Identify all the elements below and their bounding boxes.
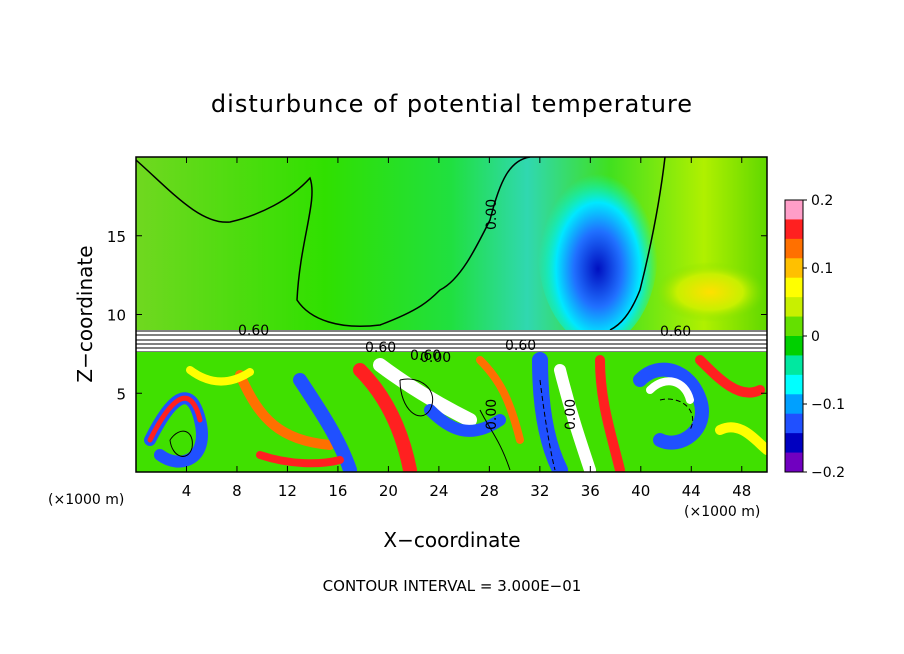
colorbar-swatch	[785, 277, 803, 298]
colorbar-swatch	[785, 336, 803, 356]
x-axis-label: X−coordinate	[383, 528, 520, 552]
x-tick-label: 8	[232, 482, 242, 500]
x-tick-label: 16	[328, 482, 347, 500]
x-tick-label: 40	[631, 482, 650, 500]
x-tick-label: 4	[182, 482, 192, 500]
contour-label: 0.00	[484, 399, 500, 430]
y-axis: 5 10 15	[107, 228, 767, 403]
contour-label: 0.60	[505, 338, 536, 354]
plot-area	[136, 157, 767, 472]
x-tick-label: 20	[379, 482, 398, 500]
colorbar-swatch	[785, 297, 803, 318]
colorbar-tick-label: −0.1	[811, 397, 845, 413]
contour-label: 0.60	[365, 340, 396, 356]
colorbar-swatch	[785, 433, 803, 454]
colorbar-swatch	[785, 219, 803, 240]
colorbar-tick-label: 0.2	[811, 193, 833, 209]
colorbar-swatch	[785, 238, 803, 259]
colorbar-swatch	[785, 413, 803, 434]
y-tick-label: 5	[116, 385, 126, 403]
colorbar-swatch	[785, 316, 803, 337]
contour-interval-note: CONTOUR INTERVAL = 3.000E−01	[323, 577, 582, 595]
cold-core	[538, 157, 658, 345]
contour-lower	[169, 378, 694, 471]
contour-label: 0.60	[238, 323, 269, 339]
colorbar-swatch	[785, 200, 803, 220]
colorbar-swatch	[785, 394, 803, 415]
chart-title: disturbunce of potential temperature	[211, 90, 693, 118]
y-tick-label: 10	[107, 307, 126, 325]
x-tick-label: 44	[682, 482, 701, 500]
colorbar-tick-label: 0	[811, 329, 820, 345]
contour-labels: 0.60 0.60 0.60 0.60 0.60 0.00 0.00 0.00 …	[238, 199, 691, 430]
colorbar-swatch	[785, 452, 803, 473]
colorbar-swatch	[785, 374, 803, 395]
warm-region	[655, 262, 765, 322]
x-tick-label: 24	[429, 482, 448, 500]
contour-label: 0.00	[420, 350, 451, 366]
x-tick-label: 28	[480, 482, 499, 500]
contour-zero-upper	[136, 157, 666, 331]
contour-label: 0.00	[484, 199, 500, 230]
x-tick-label: 36	[581, 482, 600, 500]
y-axis-label: Z−coordinate	[73, 245, 97, 382]
y-tick-label: 15	[107, 228, 126, 246]
x-tick-label: 12	[278, 482, 297, 500]
colorbar-tick-label: −0.2	[811, 465, 845, 481]
x-unit-left: (×1000 m)	[48, 492, 124, 508]
colorbar: 0.2 0.1 0 −0.1 −0.2	[784, 193, 845, 481]
turbulent-field	[144, 352, 767, 472]
x-unit-right: (×1000 m)	[684, 504, 760, 520]
colorbar-tick-label: 0.1	[811, 261, 833, 277]
contour-label: 0.60	[660, 324, 691, 340]
contour-label: 0.00	[563, 399, 579, 430]
colorbar-swatch	[785, 258, 803, 279]
colorbar-swatch	[785, 355, 803, 376]
x-tick-label: 48	[732, 482, 751, 500]
contour-label: 0.60	[410, 348, 441, 364]
x-tick-label: 32	[530, 482, 549, 500]
x-axis: 4 8 12 16 20 24 28 32 36 40 44 48	[182, 157, 751, 500]
